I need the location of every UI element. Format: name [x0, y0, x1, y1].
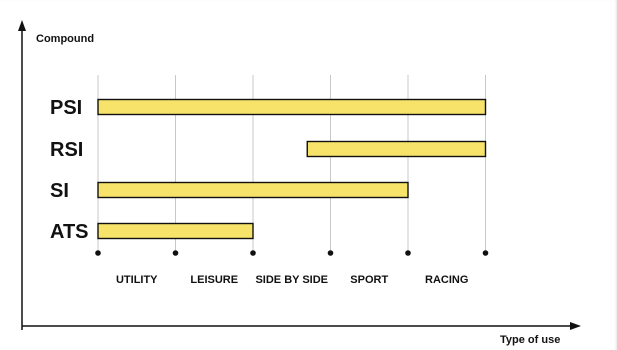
x-label-racing: RACING	[425, 274, 468, 286]
y-label-si: SI	[50, 180, 69, 202]
x-label-leisure: LEISURE	[190, 274, 238, 286]
y-label-psi: PSI	[50, 97, 82, 119]
range-bars	[97, 98, 487, 240]
tick-dot-3	[327, 250, 334, 256]
tick-dot-0	[95, 250, 101, 256]
x-label-side-by-side: SIDE BY SIDE	[255, 274, 328, 286]
tick-dot-5	[482, 250, 489, 256]
x-axis-title: Type of use	[500, 334, 560, 346]
tick-dot-2	[250, 250, 256, 256]
y-axis-arrow	[18, 20, 26, 31]
x-label-utility: UTILITY	[116, 274, 158, 286]
y-label-ats: ATS	[50, 221, 89, 243]
bar-ats	[97, 222, 254, 240]
x-axis-arrow	[570, 322, 581, 330]
y-axis-title: Compound	[36, 33, 94, 45]
bar-rsi	[306, 140, 487, 158]
category-labels: PSI RSI SI ATS UTILITY LEISURE SIDE BY SIDE SPO…	[50, 97, 468, 286]
y-label-rsi: RSI	[50, 139, 83, 161]
x-label-sport: SPORT	[350, 274, 388, 286]
bar-psi	[97, 98, 487, 116]
tick-dot-1	[172, 250, 179, 256]
tick-dot-4	[405, 250, 411, 256]
bar-si	[97, 181, 409, 199]
